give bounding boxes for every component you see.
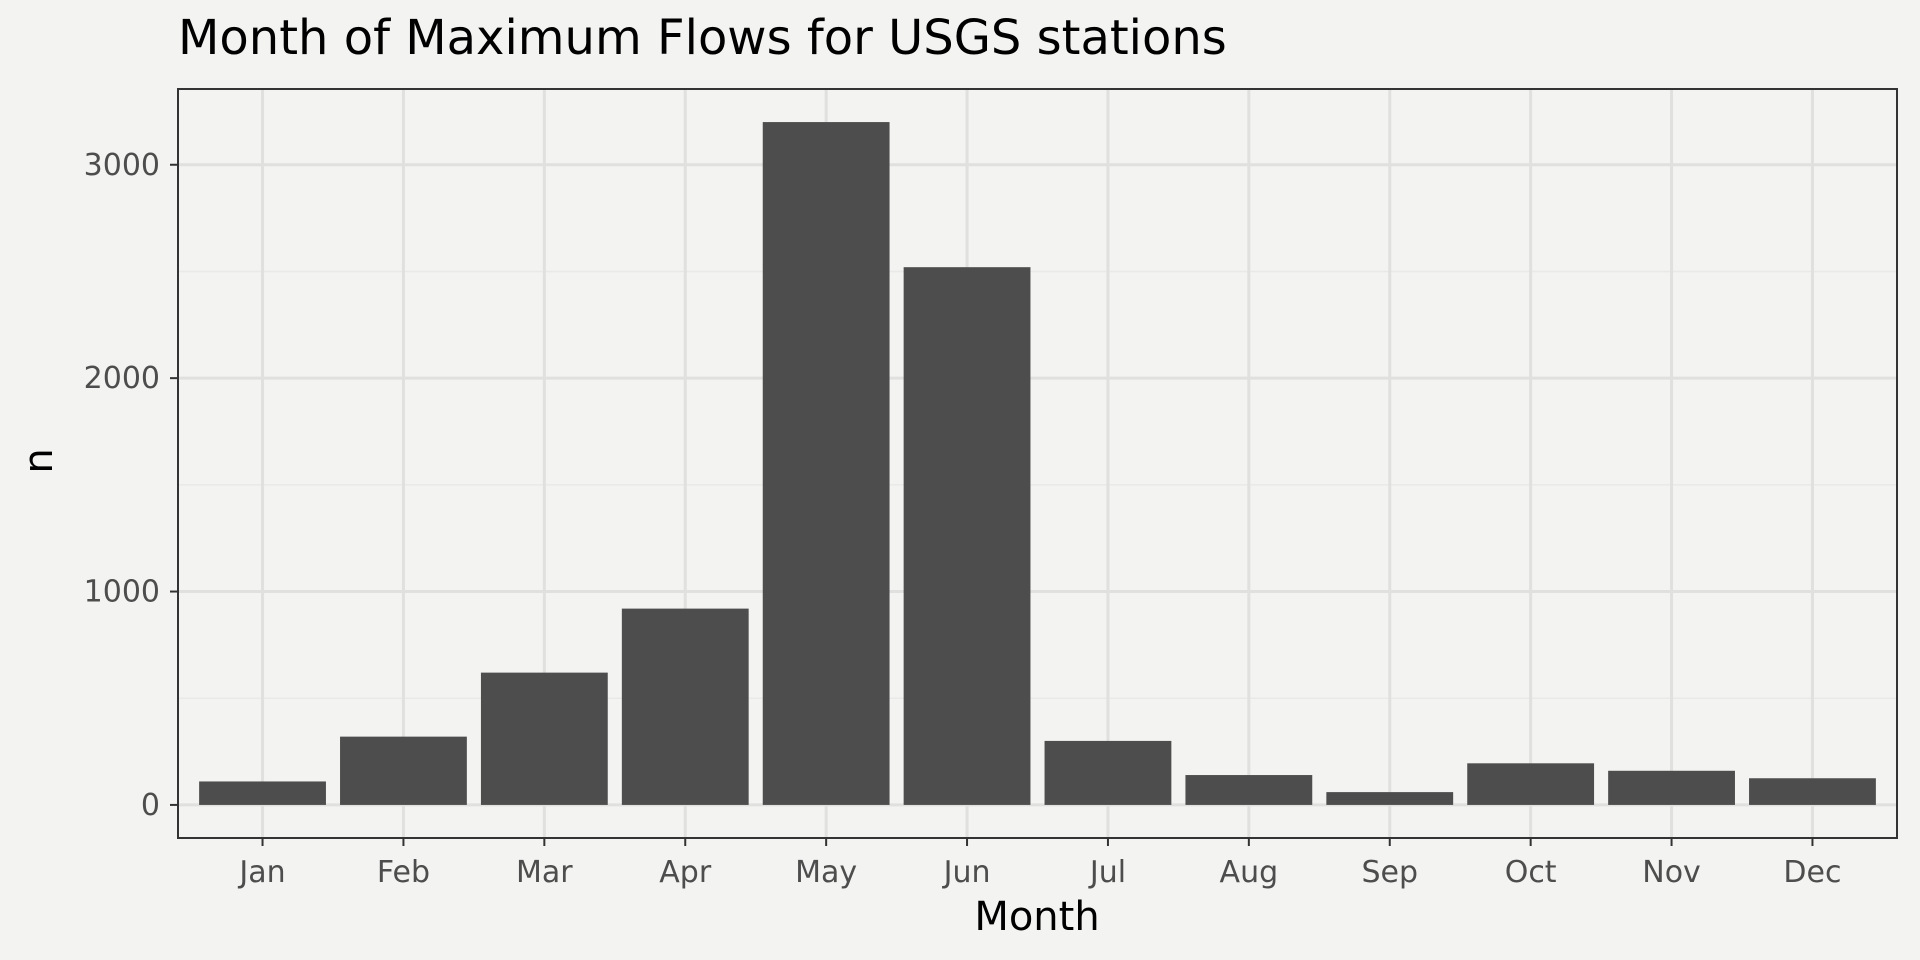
x-tick-label-nov: Nov	[1642, 855, 1701, 890]
y-tick-label: 3000	[84, 148, 160, 183]
bar-feb	[340, 736, 467, 805]
x-tick-label-sep: Sep	[1361, 855, 1418, 890]
bar-jun	[903, 267, 1031, 805]
bars	[199, 122, 1876, 805]
bar-mar	[480, 672, 608, 805]
x-tick-label-jul: Jul	[1088, 855, 1126, 890]
x-tick-label-may: May	[795, 855, 857, 890]
x-tick-label-feb: Feb	[377, 855, 430, 890]
x-axis-title: Month	[974, 894, 1099, 940]
y-axis: 0 1000 2000 3000	[84, 148, 178, 823]
x-tick-label-aug: Aug	[1220, 855, 1279, 890]
plot-panel	[177, 88, 1898, 839]
bar-jan	[199, 781, 326, 805]
bar-apr	[621, 608, 749, 805]
x-axis: Jan Feb Mar Apr May Jun Jul Aug Sep Oct Nov Dec	[237, 838, 1841, 890]
bar-dec	[1749, 778, 1876, 805]
panel-background	[178, 89, 1897, 838]
panel-border	[177, 88, 1898, 839]
y-tick-label: 2000	[84, 361, 160, 396]
x-tick-label-mar: Mar	[516, 855, 573, 890]
x-tick-label-oct: Oct	[1505, 855, 1557, 890]
bar-aug	[1185, 775, 1313, 805]
bar-oct	[1467, 763, 1595, 805]
x-tick-label-jun: Jun	[942, 855, 991, 890]
bar-nov	[1608, 770, 1735, 805]
bar-may	[762, 122, 890, 805]
chart-title: Month of Maximum Flows for USGS stations	[178, 10, 1227, 66]
y-tick-label: 0	[141, 788, 160, 823]
bar-jul	[1044, 740, 1172, 805]
bar-sep	[1326, 792, 1454, 805]
y-tick-label: 1000	[84, 575, 160, 610]
x-tick-label-apr: Apr	[659, 855, 712, 890]
y-axis-title: n	[16, 448, 62, 473]
x-tick-label-dec: Dec	[1783, 855, 1841, 890]
x-tick-label-jan: Jan	[237, 855, 285, 890]
